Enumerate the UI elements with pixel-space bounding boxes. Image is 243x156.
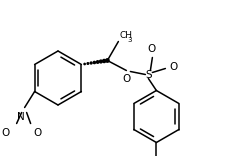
- Circle shape: [106, 59, 109, 62]
- Circle shape: [99, 60, 102, 63]
- Circle shape: [96, 61, 99, 63]
- Text: O: O: [122, 75, 130, 85]
- Circle shape: [103, 59, 106, 63]
- Text: CH: CH: [119, 32, 132, 41]
- Text: N: N: [17, 112, 25, 122]
- Circle shape: [90, 62, 92, 64]
- Circle shape: [87, 63, 89, 64]
- Text: O: O: [147, 44, 156, 54]
- Text: O: O: [1, 127, 10, 137]
- Text: O: O: [34, 127, 42, 137]
- Circle shape: [93, 61, 95, 64]
- Text: O: O: [169, 63, 178, 73]
- Text: S: S: [145, 70, 152, 80]
- Text: 3: 3: [128, 37, 132, 42]
- Circle shape: [84, 63, 85, 65]
